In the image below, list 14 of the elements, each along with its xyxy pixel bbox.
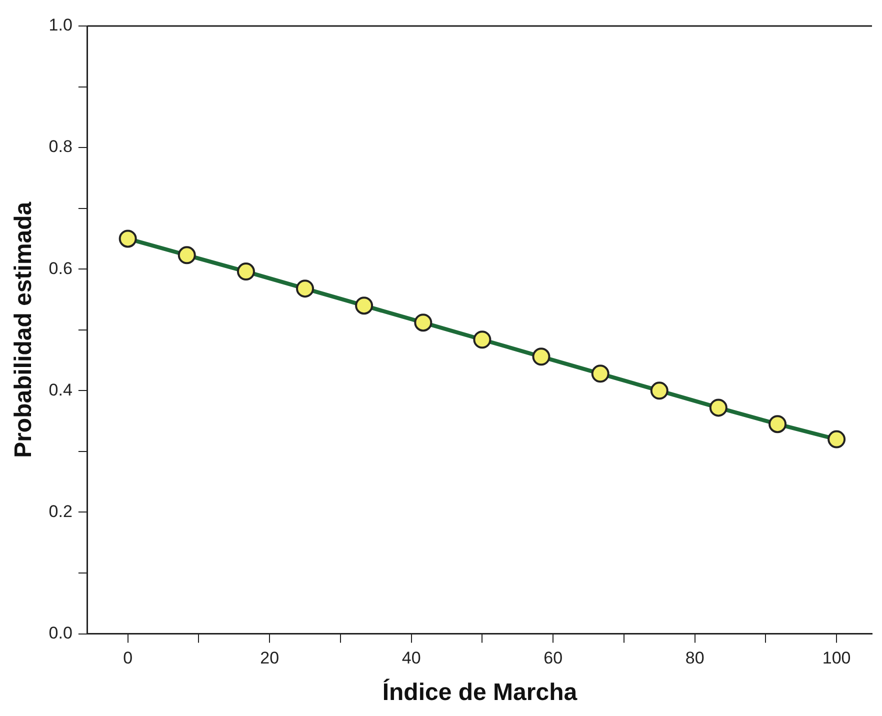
x-tick-label: 100 — [822, 648, 851, 668]
y-tick-label: 1.0 — [48, 16, 72, 35]
x-tick-label: 0 — [123, 648, 133, 668]
x-tick-label: 60 — [544, 648, 563, 668]
y-tick-label: 0.2 — [48, 502, 72, 521]
y-axis-title: Probabilidad estimada — [10, 201, 38, 458]
x-axis-title: Índice de Marcha — [382, 678, 578, 706]
x-tick-label: 20 — [260, 648, 280, 668]
x-tick-label: 40 — [402, 648, 421, 668]
y-tick-label: 0.0 — [48, 623, 72, 642]
y-tick-label: 0.4 — [48, 380, 72, 400]
x-tick-label: 80 — [685, 648, 704, 668]
y-tick-label: 0.6 — [48, 258, 72, 278]
y-tick-label: 0.8 — [48, 137, 72, 156]
